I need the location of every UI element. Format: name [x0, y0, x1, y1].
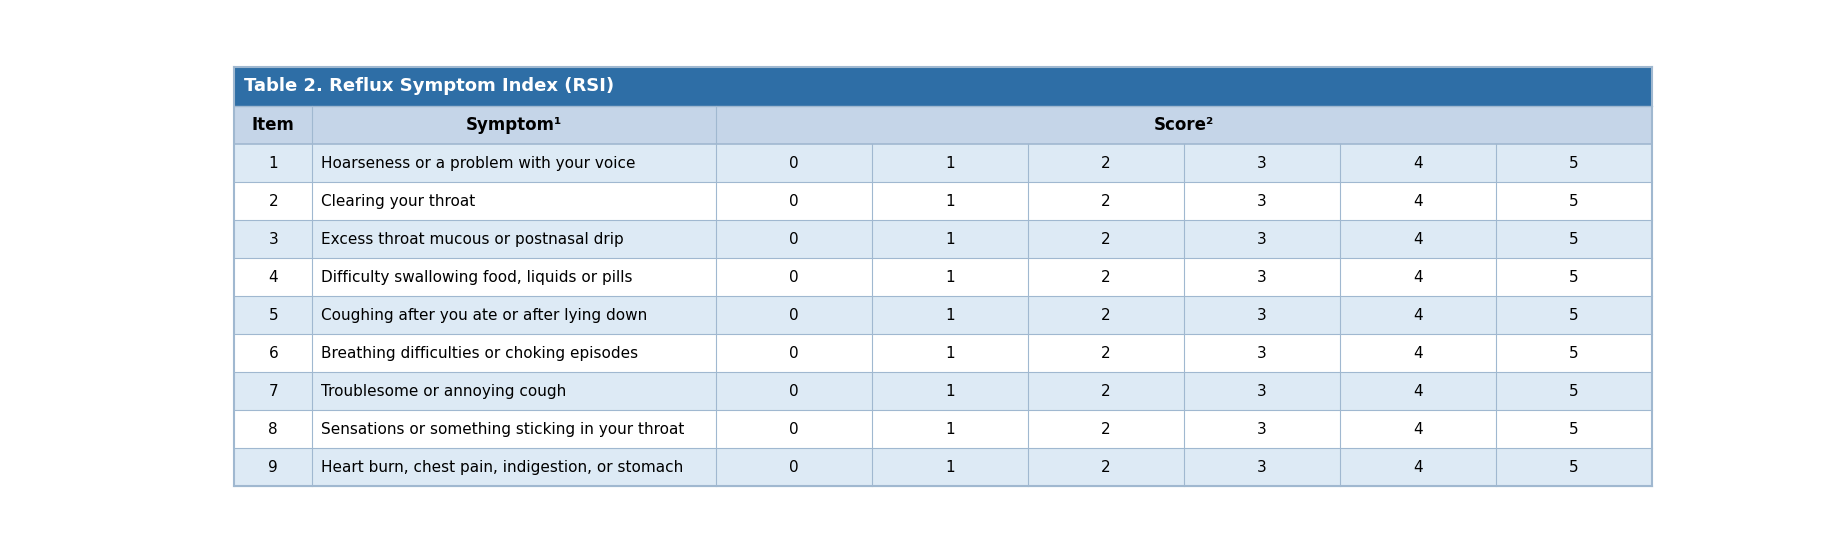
Text: 1: 1	[945, 308, 954, 323]
FancyBboxPatch shape	[234, 106, 1651, 144]
Text: Excess throat mucous or postnasal drip: Excess throat mucous or postnasal drip	[320, 232, 623, 247]
Text: 0: 0	[789, 308, 798, 323]
Text: Heart burn, chest pain, indigestion, or stomach: Heart burn, chest pain, indigestion, or …	[320, 460, 682, 475]
Text: 5: 5	[1569, 156, 1578, 171]
Text: 2: 2	[1100, 422, 1111, 437]
Text: 1: 1	[945, 384, 954, 399]
Text: 5: 5	[1569, 194, 1578, 209]
Text: 5: 5	[1569, 308, 1578, 323]
FancyBboxPatch shape	[234, 448, 1651, 487]
Text: 0: 0	[789, 194, 798, 209]
Text: 0: 0	[789, 346, 798, 361]
Text: 3: 3	[1256, 232, 1265, 247]
Text: Troublesome or annoying cough: Troublesome or annoying cough	[320, 384, 566, 399]
FancyBboxPatch shape	[234, 220, 1651, 258]
Text: Clearing your throat: Clearing your throat	[320, 194, 474, 209]
Text: 3: 3	[1256, 384, 1265, 399]
Text: Breathing difficulties or choking episodes: Breathing difficulties or choking episod…	[320, 346, 638, 361]
FancyBboxPatch shape	[234, 67, 1651, 106]
Text: 2: 2	[1100, 270, 1111, 285]
Text: 1: 1	[268, 156, 278, 171]
Text: 2: 2	[1100, 232, 1111, 247]
Text: 6: 6	[268, 346, 278, 361]
Text: 3: 3	[1256, 270, 1265, 285]
Text: Table 2. Reflux Symptom Index (RSI): Table 2. Reflux Symptom Index (RSI)	[245, 77, 614, 95]
Text: Symptom¹: Symptom¹	[465, 116, 563, 134]
Text: 4: 4	[1412, 270, 1422, 285]
Text: 2: 2	[268, 194, 278, 209]
FancyBboxPatch shape	[234, 182, 1651, 220]
Text: 3: 3	[1256, 460, 1265, 475]
FancyBboxPatch shape	[234, 296, 1651, 334]
Text: 0: 0	[789, 460, 798, 475]
Text: 3: 3	[1256, 422, 1265, 437]
Text: 4: 4	[268, 270, 278, 285]
Text: 3: 3	[1256, 346, 1265, 361]
Text: 1: 1	[945, 156, 954, 171]
Text: 4: 4	[1412, 460, 1422, 475]
Text: Item: Item	[252, 116, 294, 134]
FancyBboxPatch shape	[234, 258, 1651, 296]
Text: 0: 0	[789, 270, 798, 285]
Text: 2: 2	[1100, 308, 1111, 323]
Text: 4: 4	[1412, 384, 1422, 399]
FancyBboxPatch shape	[234, 144, 1651, 182]
Text: 4: 4	[1412, 308, 1422, 323]
Text: 3: 3	[268, 232, 278, 247]
Text: 1: 1	[945, 422, 954, 437]
Text: 4: 4	[1412, 232, 1422, 247]
Text: 5: 5	[1569, 346, 1578, 361]
Text: Hoarseness or a problem with your voice: Hoarseness or a problem with your voice	[320, 156, 634, 171]
Text: 2: 2	[1100, 156, 1111, 171]
Text: 9: 9	[268, 460, 278, 475]
Text: 0: 0	[789, 232, 798, 247]
Text: Score²: Score²	[1153, 116, 1214, 134]
Text: 5: 5	[1569, 384, 1578, 399]
FancyBboxPatch shape	[234, 334, 1651, 373]
Text: 7: 7	[268, 384, 278, 399]
Text: 1: 1	[945, 194, 954, 209]
Text: 4: 4	[1412, 346, 1422, 361]
Text: 5: 5	[1569, 422, 1578, 437]
Text: 2: 2	[1100, 384, 1111, 399]
Text: 4: 4	[1412, 422, 1422, 437]
Text: 4: 4	[1412, 156, 1422, 171]
Text: 2: 2	[1100, 460, 1111, 475]
Text: 1: 1	[945, 460, 954, 475]
Text: 1: 1	[945, 270, 954, 285]
Text: 8: 8	[268, 422, 278, 437]
Text: 4: 4	[1412, 194, 1422, 209]
FancyBboxPatch shape	[234, 410, 1651, 448]
FancyBboxPatch shape	[234, 373, 1651, 410]
Text: 0: 0	[789, 384, 798, 399]
Text: 5: 5	[1569, 460, 1578, 475]
Text: 1: 1	[945, 232, 954, 247]
Text: 3: 3	[1256, 156, 1265, 171]
Text: 1: 1	[945, 346, 954, 361]
Text: 3: 3	[1256, 194, 1265, 209]
Text: Difficulty swallowing food, liquids or pills: Difficulty swallowing food, liquids or p…	[320, 270, 633, 285]
Text: 5: 5	[1569, 232, 1578, 247]
Text: 3: 3	[1256, 308, 1265, 323]
Text: 0: 0	[789, 156, 798, 171]
Text: 0: 0	[789, 422, 798, 437]
Text: 2: 2	[1100, 346, 1111, 361]
Text: 5: 5	[268, 308, 278, 323]
Text: 2: 2	[1100, 194, 1111, 209]
Text: Sensations or something sticking in your throat: Sensations or something sticking in your…	[320, 422, 684, 437]
Text: 5: 5	[1569, 270, 1578, 285]
Text: Coughing after you ate or after lying down: Coughing after you ate or after lying do…	[320, 308, 647, 323]
